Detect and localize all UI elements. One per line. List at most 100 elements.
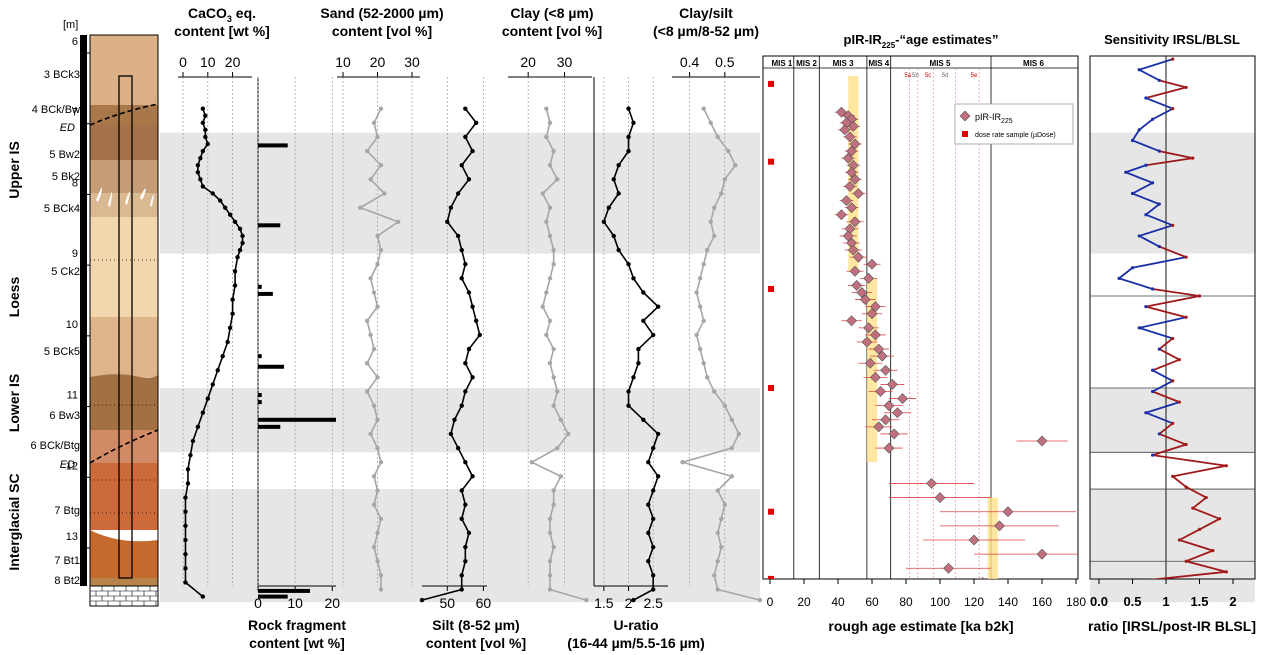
sens-tick-label: 0.0 [1090, 594, 1108, 609]
caco3-point [210, 191, 215, 196]
clay-silt-point [722, 502, 727, 507]
caco3-point [195, 424, 201, 430]
sand-point [378, 587, 384, 592]
uratio-point [626, 262, 631, 267]
clay-point [551, 375, 556, 380]
clay-point [540, 191, 545, 196]
age-point [875, 386, 886, 397]
caco3-point [210, 382, 215, 387]
sens-point [1184, 255, 1188, 259]
clay-point [555, 445, 560, 451]
clay-point [558, 474, 564, 479]
silt-line [421, 108, 481, 601]
clay-point [544, 332, 549, 338]
sens-point [1197, 527, 1202, 531]
depth-tick-label: 12 [66, 460, 78, 472]
clay-silt-tick-label: 0.4 [680, 54, 700, 70]
silt-point [466, 530, 472, 536]
horizon-label: 4 BCk/Bw [32, 104, 80, 116]
uratio-point [646, 460, 651, 465]
clay-point [551, 403, 556, 408]
age-point [886, 379, 898, 390]
clay-silt-point [708, 120, 713, 125]
sens-segment [1199, 517, 1221, 531]
sens-point [1137, 234, 1141, 238]
uratio-tick-label: 1.5 [594, 595, 614, 611]
clay-silt-tick-label: 0.5 [715, 54, 735, 70]
clay-point [547, 276, 553, 281]
uratio-panel: 1.5 2 2.5 [593, 77, 668, 611]
sens-point [1171, 223, 1175, 227]
sand-point [375, 559, 380, 564]
clay-silt-point [715, 530, 720, 536]
soil-profile-column [89, 34, 159, 607]
rock-bar [258, 223, 281, 228]
caco3-point [200, 148, 206, 154]
clay-point [547, 318, 553, 323]
clay-title: Clay (<8 µm) [510, 5, 593, 21]
sens-tick-label: 1 [1162, 594, 1169, 609]
horizon-label: 5 BCk4 [44, 203, 80, 215]
sens-point [1184, 85, 1188, 90]
sens-segment [1145, 157, 1193, 167]
age-point [839, 124, 851, 136]
silt-point [455, 233, 461, 239]
age-point [852, 188, 864, 199]
clay-silt-point [729, 417, 735, 422]
uratio-point [636, 346, 641, 352]
age-point [841, 195, 852, 206]
sens-point [1157, 244, 1161, 249]
sand-point [378, 106, 384, 111]
silt-point [466, 346, 472, 352]
caco3-point [225, 339, 230, 345]
silt-point [452, 417, 457, 422]
uratio-point [626, 134, 631, 140]
sens-segment [1159, 150, 1193, 160]
clay-point [547, 530, 553, 536]
clay-silt-point [680, 460, 685, 465]
caco3-tick-label: 20 [225, 54, 241, 70]
sens-point [1144, 213, 1148, 217]
clay-point [547, 587, 553, 592]
clay-silt-point [712, 205, 717, 210]
age-tick-label: 80 [899, 595, 913, 609]
clay-point [551, 488, 556, 493]
caco3-point [200, 106, 206, 111]
age-point [980, 577, 985, 579]
rock-tick-label: 20 [324, 595, 340, 611]
uratio-point [611, 177, 616, 182]
age-panel-frame [762, 55, 1079, 580]
caco3-point [183, 537, 188, 543]
silt-point [463, 544, 468, 550]
depth-tick-label: 11 [67, 390, 78, 402]
sand-point [375, 375, 380, 380]
age-tick-label: 40 [831, 595, 845, 609]
horizon-label: 7 Bt1 [54, 555, 80, 567]
horizon-label: 6 BCk/Btg [30, 440, 80, 452]
age-point [883, 442, 895, 454]
sens-segment [1152, 358, 1180, 372]
clay-silt-point [719, 544, 724, 550]
rock-panel: 0 10 20 [254, 77, 340, 611]
age-panel: pIR-IR225 dose rate sample (µDose) MIS 1… [762, 55, 1086, 609]
sens-point [1157, 78, 1161, 82]
depth-tick-label: 7 [72, 107, 78, 119]
clay-point [547, 120, 553, 125]
sens-segment [1138, 118, 1154, 131]
clay-point [551, 544, 556, 550]
silt-tick-label: 60 [476, 595, 492, 611]
uratio-point [655, 431, 661, 437]
age-point [968, 534, 980, 546]
clay-silt-point [701, 106, 706, 111]
sens-point [1130, 191, 1135, 196]
silt-point [470, 375, 475, 380]
age-point [863, 322, 875, 334]
age-point [880, 414, 892, 426]
uratio-tick-label: 2.5 [643, 595, 663, 611]
uratio-tick-label: 2 [625, 595, 633, 611]
caco3-point [218, 198, 223, 203]
sens-point [1157, 202, 1161, 206]
silt-point [448, 431, 454, 437]
clay-point [547, 559, 553, 564]
caco3-point [183, 495, 188, 500]
